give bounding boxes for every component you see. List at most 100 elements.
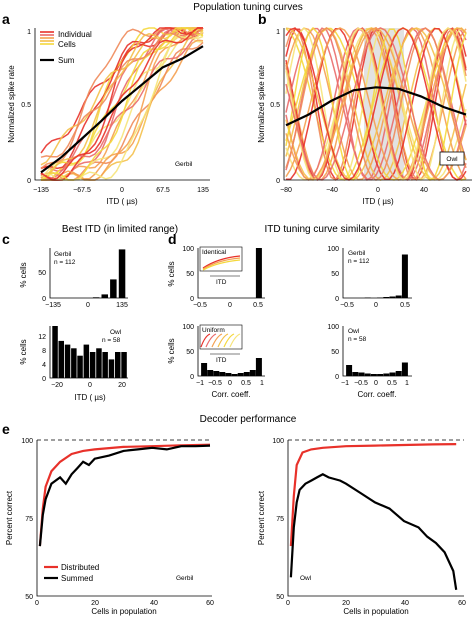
xtick: 1 [405,380,409,387]
panel-b-sum-line [285,86,467,127]
histogram-bar [352,372,359,376]
histogram-bar [255,358,262,376]
panel-e-owl-label: Owl [300,575,312,582]
ytick: 100 [327,324,339,331]
panel-letter-c: c [2,231,10,247]
legend-sum: Sum [58,56,75,65]
xtick: −135 [33,187,49,194]
panel-d-gerbil-n: n = 112 [348,258,370,265]
panel-a-cell-curve [40,31,204,179]
histogram-bar [121,352,127,378]
histogram-bar [383,297,390,298]
panel-c-top-axes [49,248,128,299]
panel-e-left-ylabel: Percent correct [5,490,14,545]
panel-a-cell-curve [40,27,203,181]
histogram-bar [249,370,256,376]
title-decoder: Decoder performance [200,414,297,425]
ytick: 0 [335,296,339,303]
ytick: 0 [335,374,339,381]
xtick: −0.5 [193,302,207,309]
panel-b-cell-curve [285,27,467,181]
panel-d-bl-xlabel: Corr. coeff. [212,390,251,399]
panel-b-cell-curve [285,27,467,181]
xtick: 0.5 [241,380,251,387]
histogram-bar [370,374,377,376]
histogram-bar [201,363,208,376]
ytick: 100 [21,438,33,445]
panel-b-species-box [439,151,465,166]
histogram-bar [108,359,115,378]
xtick: 0 [228,380,232,387]
distributed-line [289,443,457,547]
panel-e-left-axes [36,440,212,597]
histogram-bar [96,348,102,378]
summed-line [38,444,211,547]
panel-c-gerbil-label: Gerbil [54,251,72,258]
panel-e-legend: Distributed Summed [44,563,99,583]
title-similarity: ITD tuning curve similarity [264,224,379,235]
panel-a-xlabel: ITD ( µs) [106,197,138,206]
panel-c-xlabel: ITD ( µs) [74,393,106,402]
panel-d-tr-axes [342,248,412,299]
ytick: 4 [42,362,46,369]
panel-e-right-ylabel: Percent correct [257,490,266,545]
histogram-bar [52,326,58,378]
ytick: 50 [25,594,33,601]
ytick: 8 [42,348,46,355]
histogram-bar [395,295,402,298]
histogram-bar [77,355,83,378]
panel-b-cell-curve [285,27,467,181]
histogram-bar [58,340,64,378]
xtick: 0.5 [253,302,263,309]
panel-a-sum-line [40,45,204,174]
xtick: 135 [197,187,209,194]
xtick: 0.5 [387,380,397,387]
ytick: 50 [186,271,194,278]
panel-letter-a: a [2,11,10,27]
panel-e-left-xlabel: Cells in population [91,607,156,616]
histogram-bar [115,352,121,378]
histogram-bar [225,373,232,376]
xtick: 80 [462,187,470,194]
xtick: −0.5 [340,302,354,309]
panel-d-uniform-bars [201,358,262,376]
xtick: −135 [45,302,61,309]
ytick: 100 [182,246,194,253]
xtick: −20 [51,382,63,389]
panel-c-owl-n: n = 58 [102,337,121,344]
panel-d-uniform-inset: Uniform ITD [199,324,243,364]
xtick: −1 [341,380,349,387]
panel-d: % cells 0 50 100 −0.5 0 0.5 Identical IT… [167,246,412,399]
inset-uniform-label: Uniform [202,327,225,334]
panel-c-owl-label: Owl [110,329,122,336]
panel-a-cell-curve [41,39,204,181]
xtick: 60 [458,600,466,607]
title-best-itd: Best ITD (in limited range) [62,224,178,235]
panel-d-tl-axes [197,248,265,299]
histogram-bar [389,296,396,298]
panel-a-legend: Individual Cells Sum [40,30,92,65]
histogram-bar [364,373,371,376]
xtick: 40 [420,187,428,194]
legend-cells: Cells [58,40,76,49]
xtick: −1 [196,380,204,387]
ytick: 12 [38,334,46,341]
panel-e: Percent correct 100 75 50 0 20 40 60 Cel… [5,438,466,616]
panel-letter-e: e [2,421,10,437]
panel-b-species: Owl [446,156,458,163]
panel-a: Normalized spike rate ITD ( µs) 0 0.5 1 … [7,27,210,206]
ytick: 0 [190,296,194,303]
xtick: 0 [374,380,378,387]
xtick: −40 [326,187,338,194]
xtick: 40 [150,600,158,607]
xtick: 20 [118,382,126,389]
histogram-bar [89,352,96,378]
histogram-bar [101,294,108,298]
xtick: 0 [86,302,90,309]
xtick: 0 [286,600,290,607]
histogram-bar [383,373,390,376]
panel-a-axes [34,28,210,181]
panel-a-individual-curves [40,27,204,181]
legend-summed: Summed [61,574,93,583]
